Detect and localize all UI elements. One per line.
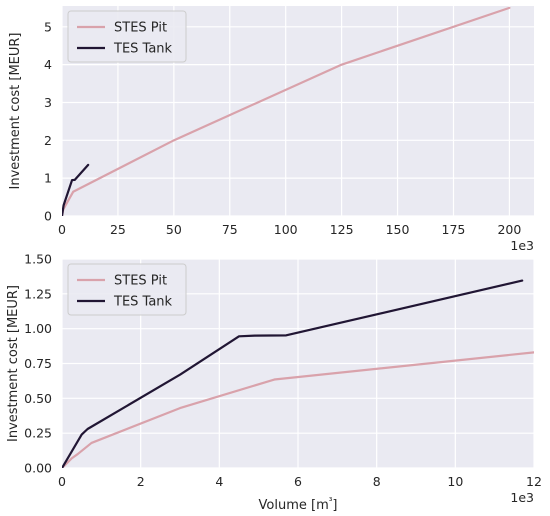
legend: STES Pit TES Tank [67,10,187,63]
legend-box [67,10,187,63]
y-tick-labels: 0 1 2 3 4 5 [44,19,52,223]
legend-label: STES Pit [114,274,167,289]
x-tick-label: 0 [58,474,66,489]
x-tick-label: 150 [386,222,410,237]
chart-panel-1: 0 25 50 75 100 125 150 175 200 0 1 2 3 4 5 1e3 Investmen… [8,6,534,253]
legend-box [67,263,187,316]
x-tick-label: 25 [110,222,126,237]
x-tick-label: 50 [166,222,182,237]
y-tick-label: 1.25 [24,286,52,301]
x-tick-labels: 0 2 4 6 8 10 12 [58,474,542,489]
series-lines [62,6,511,216]
x-tick-label: 4 [215,474,223,489]
y-tick-label: 0.25 [24,426,52,441]
x-exponent-label: 1e3 [510,490,534,505]
x-axis-label: Volume [m³] [259,497,338,513]
x-tick-label: 8 [373,474,381,489]
x-tick-label: 75 [222,222,238,237]
y-axis-label: Investment cost [MEUR] [8,33,23,190]
x-tick-label: 125 [330,222,354,237]
y-tick-label: 2 [44,133,52,148]
x-tick-label: 0 [58,222,66,237]
y-axis-label: Investment cost [MEUR] [6,285,21,442]
y-tick-label: 0.50 [24,391,52,406]
legend-label: TES Tank [113,42,173,57]
y-tick-label: 1.00 [24,321,52,336]
chart-panel-2: 0 2 4 6 8 10 12 0.00 0.25 0.50 0.75 1.00 1.25 1.50 1e3… [6,252,542,514]
y-tick-label: 4 [44,57,52,72]
y-tick-label: 0 [44,209,52,224]
series-lines [62,279,534,468]
x-tick-label: 100 [274,222,298,237]
x-tick-label: 200 [497,222,521,237]
y-tick-label: 0.00 [24,461,52,476]
series-line-tes-tank [62,279,524,468]
x-exponent-label: 1e3 [510,238,534,253]
x-tick-label: 175 [442,222,466,237]
legend-label: STES Pit [114,21,167,36]
x-tick-label: 10 [447,474,463,489]
y-tick-labels: 0.00 0.25 0.50 0.75 1.00 1.25 1.50 [24,252,52,476]
x-tick-label: 2 [137,474,145,489]
y-tick-label: 1.50 [24,252,52,267]
legend: STES Pit TES Tank [67,263,187,316]
x-tick-label: 6 [294,474,302,489]
series-line-stes-pit [62,351,534,468]
y-tick-label: 5 [44,19,52,34]
y-tick-label: 1 [44,171,52,186]
legend-label: TES Tank [113,295,173,310]
gridlines [61,258,535,469]
series-line-tes-tank [62,163,90,216]
y-tick-label: 0.75 [24,356,52,371]
y-tick-label: 3 [44,95,52,110]
x-tick-labels: 0 25 50 75 100 125 150 175 200 [58,222,521,237]
x-tick-label: 12 [526,474,542,489]
